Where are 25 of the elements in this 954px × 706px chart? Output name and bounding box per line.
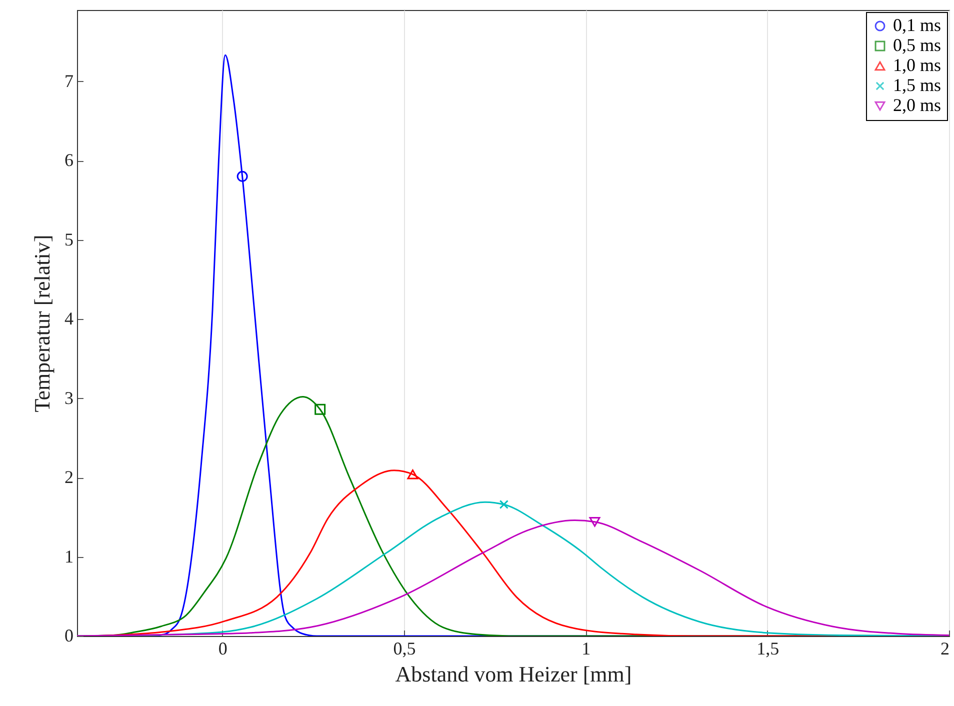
x-tick-label: 1 xyxy=(582,638,591,658)
x-tick-label: 0 xyxy=(218,638,228,658)
legend-label: 1,5 ms xyxy=(893,75,942,95)
y-tick-label: 5 xyxy=(64,229,74,250)
y-tick-label: 6 xyxy=(64,150,74,170)
point xyxy=(236,170,248,182)
legend-label: 1,0 ms xyxy=(893,55,942,75)
x-tick-label: 0,5 xyxy=(393,638,416,658)
legend-label: 0,5 ms xyxy=(893,35,942,55)
point xyxy=(499,500,508,510)
y-tick-label: 4 xyxy=(64,308,74,329)
y-tick-label: 2 xyxy=(64,467,74,488)
y-tick-label: 7 xyxy=(64,70,74,91)
x-tick-label: 1,5 xyxy=(756,638,780,658)
point xyxy=(589,517,600,527)
point xyxy=(407,469,418,480)
x-tick-label: 2 xyxy=(940,638,950,658)
y-tick-label: 1 xyxy=(64,546,74,566)
y-axis-title: Temperatur [relativ] xyxy=(30,234,54,412)
point xyxy=(314,404,326,415)
legend-label: 0,1 ms xyxy=(893,15,942,35)
y-tick-label: 0 xyxy=(64,626,74,646)
legend-label: 2,0 ms xyxy=(893,95,942,115)
x-axis-title: Abstand vom Heizer [mm] xyxy=(395,662,632,686)
y-tick-label: 3 xyxy=(64,388,74,408)
